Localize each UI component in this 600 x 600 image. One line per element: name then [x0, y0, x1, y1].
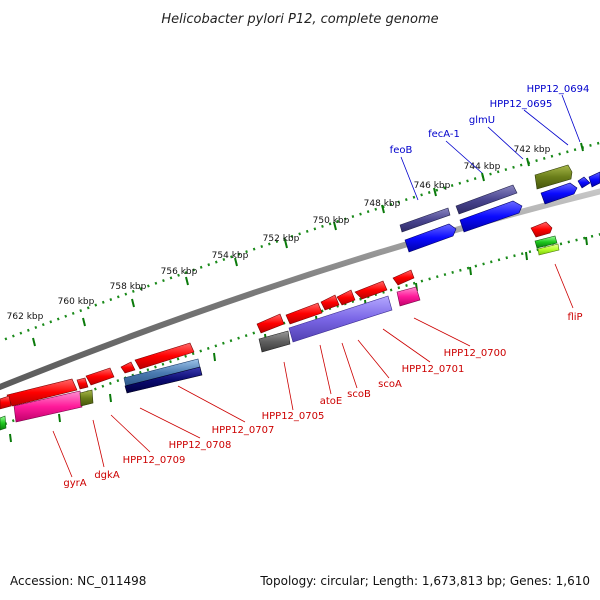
kbp-label: 748 kbp — [364, 199, 401, 209]
gene-rev-navy[interactable] — [124, 366, 203, 394]
gene-HPP12_0700-b[interactable] — [396, 286, 421, 307]
gene-label[interactable]: scoA — [378, 379, 402, 390]
gene-label[interactable]: dgkA — [94, 470, 119, 481]
gene-label[interactable]: scoB — [347, 389, 371, 400]
gene-HPP12_0701[interactable] — [354, 280, 388, 300]
gene-label[interactable]: HPP12_0705 — [262, 411, 325, 422]
accession-text: Accession: NC_011498 — [10, 574, 146, 588]
genome-backbone — [0, 188, 600, 391]
gene-label[interactable]: HPP12_0700 — [444, 348, 507, 359]
kbp-label: 744 kbp — [464, 162, 501, 172]
kbp-labels: 742 kbp 744 kbp 746 kbp 748 kbp 750 kbp … — [7, 145, 551, 322]
gene-HPP12_0707-small[interactable] — [120, 361, 136, 374]
forward-genes — [399, 164, 600, 253]
genome-summary-text: Topology: circular; Length: 1,673,813 bp… — [259, 574, 590, 588]
gene-feoB-lower[interactable] — [404, 223, 457, 253]
gene-scoA[interactable] — [336, 289, 356, 306]
gene-glmU[interactable] — [459, 200, 523, 233]
kbp-label: 760 kbp — [58, 297, 95, 307]
gene-label[interactable]: fliP — [567, 312, 582, 323]
kbp-label: 754 kbp — [212, 251, 249, 261]
gene-label[interactable]: HPP12_0708 — [169, 440, 232, 451]
reverse-leader-lines — [52, 263, 574, 478]
gene-rev-green-left[interactable] — [0, 415, 7, 431]
gene-atoE[interactable] — [285, 302, 323, 325]
map-title: Helicobacter pylori P12, complete genome — [161, 12, 438, 27]
kbp-label: 762 kbp — [7, 312, 44, 322]
gene-feoB[interactable] — [399, 207, 451, 233]
gene-rev-olive[interactable] — [79, 389, 94, 407]
reverse-genes — [0, 221, 560, 431]
gene-HPP12_0695[interactable] — [534, 164, 573, 190]
gene-HPP12_0700-a[interactable] — [392, 269, 415, 286]
gene-lav-operon[interactable] — [288, 295, 393, 343]
gene-fliP[interactable] — [530, 221, 553, 238]
gene-label[interactable]: glmU — [469, 115, 495, 126]
forward-leader-lines — [400, 94, 581, 201]
gene-fecA-1[interactable] — [455, 184, 518, 215]
kbp-label: 756 kbp — [161, 267, 198, 277]
reverse-gene-labels: fliP HPP12_0700 HPP12_0701 scoA scoB ato… — [63, 312, 582, 489]
gene-label[interactable]: HPP12_0695 — [490, 99, 553, 110]
gene-HPP12_0707[interactable] — [134, 342, 195, 370]
gene-HPP12_0709[interactable] — [76, 377, 89, 390]
gene-label[interactable]: HPP12_0707 — [212, 425, 275, 436]
gene-rev-green-1[interactable] — [534, 235, 558, 249]
gene-label[interactable]: gyrA — [63, 478, 86, 489]
gene-label[interactable]: HPP12_0701 — [402, 364, 465, 375]
outer-tick-track — [0, 141, 600, 343]
kbp-label: 752 kbp — [263, 234, 300, 244]
gene-fwd-small-1[interactable] — [577, 176, 591, 189]
gene-label[interactable]: HPP12_0709 — [123, 455, 186, 466]
gene-HPP12_0708[interactable] — [85, 367, 115, 386]
gene-label[interactable]: HPP12_0694 — [527, 84, 590, 95]
gene-label[interactable]: atoE — [320, 396, 343, 407]
gene-scoB[interactable] — [320, 294, 340, 311]
kbp-label: 758 kbp — [110, 282, 147, 292]
kbp-label: 750 kbp — [313, 216, 350, 226]
kbp-label: 742 kbp — [514, 145, 551, 155]
gene-rev-small-left[interactable] — [0, 395, 12, 410]
gene-rev-lime-1[interactable] — [537, 243, 560, 256]
gene-fwd-small-2[interactable] — [588, 171, 600, 188]
forward-gene-labels: HPP12_0694 HPP12_0695 glmU fecA-1 feoB — [390, 84, 590, 156]
kbp-label: 746 kbp — [414, 181, 451, 191]
gene-HPP12_0705[interactable] — [256, 313, 285, 334]
gene-label[interactable]: feoB — [390, 145, 413, 156]
gene-rev-gray[interactable] — [258, 330, 291, 353]
gene-label[interactable]: fecA-1 — [428, 129, 460, 140]
gene-HPP12_0694[interactable] — [540, 182, 578, 205]
outer-major-ticks — [32, 142, 584, 347]
gene-dgkA-pink[interactable] — [13, 390, 83, 423]
